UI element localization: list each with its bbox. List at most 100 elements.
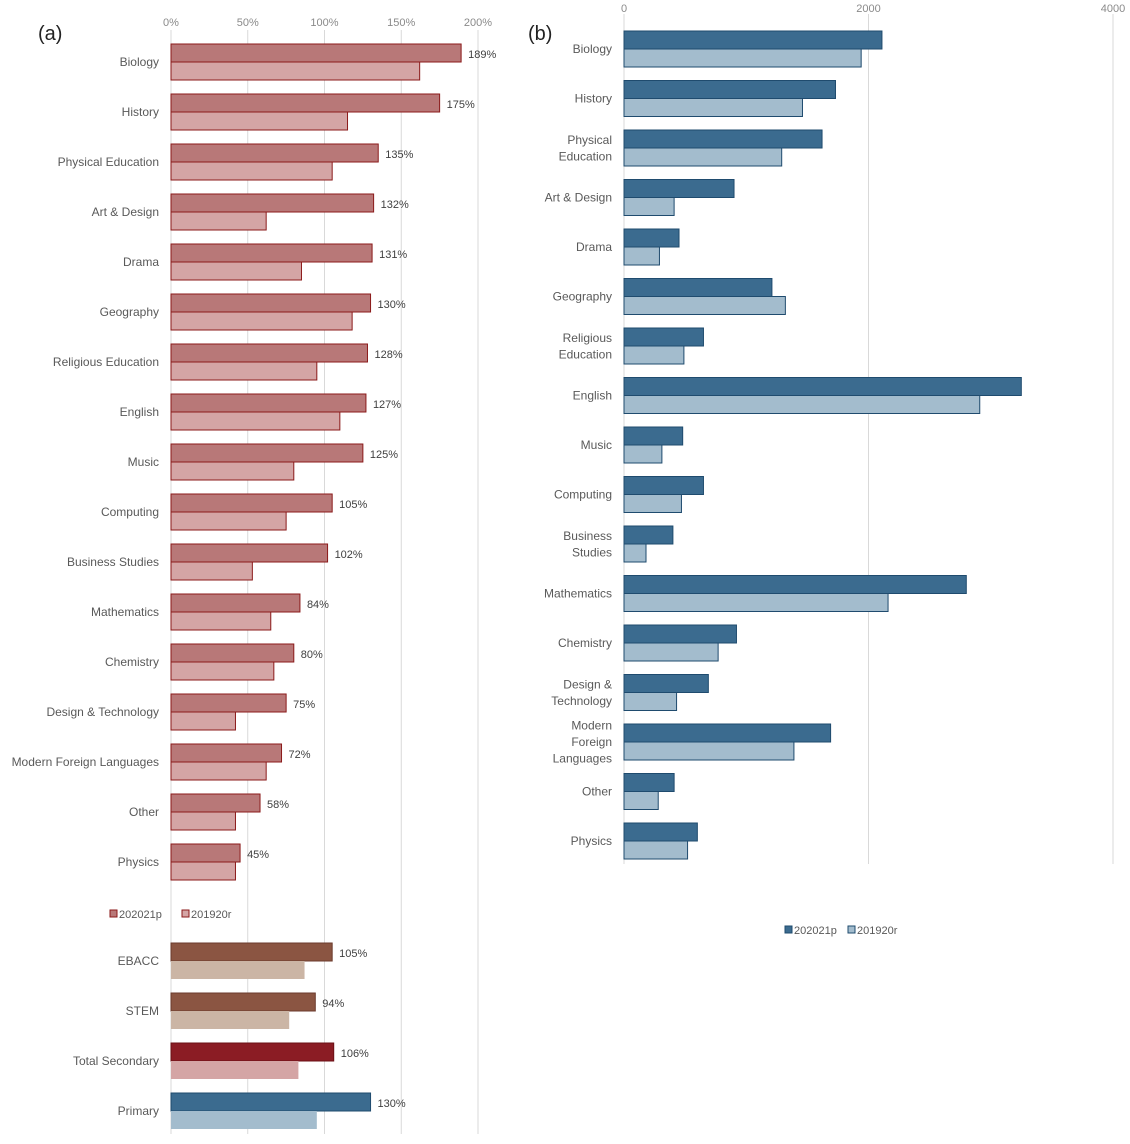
panel-b-category-label: Chemistry bbox=[558, 636, 612, 650]
panel-a-bar-201920r bbox=[170, 511, 287, 531]
panel-b-category-label-line: English bbox=[573, 389, 612, 403]
panel-b-category-label: Computing bbox=[554, 488, 612, 502]
panel-b-category-label: Geography bbox=[553, 290, 612, 304]
panel-a-summary-category-label: Total Secondary bbox=[73, 1054, 159, 1068]
panel-a-summary-bar-201920r bbox=[171, 1111, 317, 1129]
panel-b-bar-202021p bbox=[623, 228, 680, 248]
panel-a-bar-202021p bbox=[170, 693, 287, 713]
panel-a-bar-202021p bbox=[170, 143, 379, 163]
panel-a-bar-202021p bbox=[170, 293, 372, 313]
panel-a-legend-label-201920r: 201920r bbox=[191, 909, 232, 921]
panel-a-bar-202021p bbox=[170, 443, 364, 463]
panel-b-category-label-line: Design & bbox=[563, 677, 612, 691]
panel-a-bar-201920r bbox=[170, 661, 275, 681]
panel-a-x-tick: 0% bbox=[163, 17, 179, 29]
panel-a-summary-bar-201920r bbox=[171, 1061, 299, 1079]
panel-a-bar-202021p bbox=[170, 343, 368, 363]
panel-a-data-label: 135% bbox=[385, 149, 413, 161]
panel-a-bar-201920r bbox=[170, 411, 341, 431]
panel-b-category-label: Physical Education bbox=[559, 133, 612, 164]
panel-a-data-label: 72% bbox=[289, 749, 311, 761]
panel-a-summary-category-label: EBACC bbox=[118, 954, 160, 968]
panel-b-bar-202021p bbox=[623, 624, 737, 644]
panel-a-summary-data-label: 106% bbox=[341, 1048, 369, 1060]
panel-a-bar-202021p bbox=[170, 743, 283, 763]
panel-b-legend-label-201920r: 201920r bbox=[857, 925, 898, 937]
panel-a-category-label: Art & Design bbox=[92, 205, 159, 219]
panel-b-bar-201920r bbox=[623, 296, 786, 315]
panel-b-category-label-line: Technology bbox=[551, 694, 612, 708]
panel-b-bar-202021p bbox=[623, 327, 704, 347]
panel-b-bar-201920r bbox=[623, 593, 889, 612]
panel-a-summary-bar-202021p bbox=[170, 992, 316, 1012]
panel-a-summary-bar-202021p bbox=[170, 1092, 372, 1112]
panel-b-chart: (b) 0 2000 4000 Biology History Physical Educa… bbox=[528, 3, 1125, 937]
panel-a-data-label: 80% bbox=[301, 649, 323, 661]
panel-a-category-label: Physics bbox=[118, 855, 159, 869]
panel-b-category-label-line: Mathematics bbox=[544, 587, 612, 601]
panel-a-category-label: English bbox=[120, 405, 159, 419]
panel-b-category-label-line: Business bbox=[563, 529, 612, 543]
panel-b-category-label: Biology bbox=[573, 42, 612, 56]
panel-b-x-tick: 4000 bbox=[1101, 3, 1125, 15]
panel-b-bar-202021p bbox=[623, 674, 709, 693]
panel-b-category-label-line: Music bbox=[581, 438, 612, 452]
panel-b-bar-202021p bbox=[623, 377, 1022, 396]
panel-b-category-label-line: Drama bbox=[576, 240, 612, 254]
panel-a-summary-data-label: 130% bbox=[378, 1098, 406, 1110]
panel-b-category-label: Other bbox=[582, 785, 612, 799]
panel-a-data-label: 45% bbox=[247, 849, 269, 861]
panel-a-category-label: Music bbox=[128, 455, 159, 469]
panel-b-label: (b) bbox=[528, 23, 552, 45]
panel-b-legend: 202021p 201920r bbox=[784, 925, 898, 937]
panel-a-data-label: 127% bbox=[373, 399, 401, 411]
panel-a-x-tick: 100% bbox=[310, 17, 338, 29]
panel-a-summary-data-label: 105% bbox=[339, 948, 367, 960]
panel-a-data-label: 175% bbox=[447, 99, 475, 111]
panel-b-bar-201920r bbox=[623, 345, 685, 365]
panel-b-bar-201920r bbox=[623, 197, 675, 216]
panel-b-bar-201920r bbox=[623, 791, 659, 810]
panel-a-data-label: 132% bbox=[381, 199, 409, 211]
panel-a-bar-202021p bbox=[170, 93, 441, 113]
panel-a-category-label: Other bbox=[129, 805, 159, 819]
panel-b-category-label-line: Other bbox=[582, 785, 612, 799]
panel-a-bar-201920r bbox=[170, 561, 253, 581]
panel-a-data-label: 105% bbox=[339, 499, 367, 511]
panel-b-bar-201920r bbox=[623, 840, 689, 860]
panel-b-bar-201920r bbox=[623, 543, 647, 563]
panel-a-legend-label-202021p: 202021p bbox=[119, 909, 162, 921]
panel-b-bar-201920r bbox=[623, 494, 682, 513]
panel-a-bar-201920r bbox=[170, 61, 421, 81]
panel-a-category-label: Biology bbox=[120, 55, 159, 69]
panel-a-bar-202021p bbox=[170, 643, 295, 663]
panel-a-label: (a) bbox=[38, 23, 62, 45]
panel-a-legend: 202021p 201920r bbox=[109, 909, 232, 921]
panel-b-bar-201920r bbox=[623, 48, 862, 68]
panel-b-bar-201920r bbox=[623, 147, 783, 167]
panel-a-data-label: 131% bbox=[379, 249, 407, 261]
panel-a-x-tick: 150% bbox=[387, 17, 415, 29]
panel-a-legend-swatch-202021p bbox=[109, 909, 118, 918]
panel-b-legend-swatch-201920r bbox=[847, 925, 856, 934]
panel-b-category-label-line: Studies bbox=[572, 545, 612, 559]
panel-a-bar-201920r bbox=[170, 811, 236, 831]
panel-b-category-label: Design & Technology bbox=[551, 677, 612, 708]
panel-b-category-label-line: Religious bbox=[563, 331, 612, 345]
panel-b-bar-201920r bbox=[623, 395, 981, 414]
panel-a-data-label: 130% bbox=[378, 299, 406, 311]
panel-a-summary-bar-201920r bbox=[171, 1011, 290, 1029]
panel-a-chart: (a) 0% 50% 100% 150% 200% 189% Biology 175% Hist… bbox=[12, 17, 496, 1134]
panel-a-summary-category-label: Primary bbox=[118, 1104, 159, 1118]
panel-a-data-label: 125% bbox=[370, 449, 398, 461]
panel-a-bar-201920r bbox=[170, 261, 302, 281]
panel-b-bar-201920r bbox=[623, 692, 678, 711]
panel-b-x-tick: 0 bbox=[621, 3, 627, 15]
panel-a-data-label: 84% bbox=[307, 599, 329, 611]
panel-a-bar-202021p bbox=[170, 843, 241, 863]
panel-b-bar-202021p bbox=[623, 278, 773, 297]
panel-b-category-label: Modern Foreign Languages bbox=[553, 719, 612, 766]
panel-b-bar-202021p bbox=[623, 773, 675, 792]
panel-a-category-label: Mathematics bbox=[91, 605, 159, 619]
panel-b-bar-202021p bbox=[623, 476, 704, 495]
